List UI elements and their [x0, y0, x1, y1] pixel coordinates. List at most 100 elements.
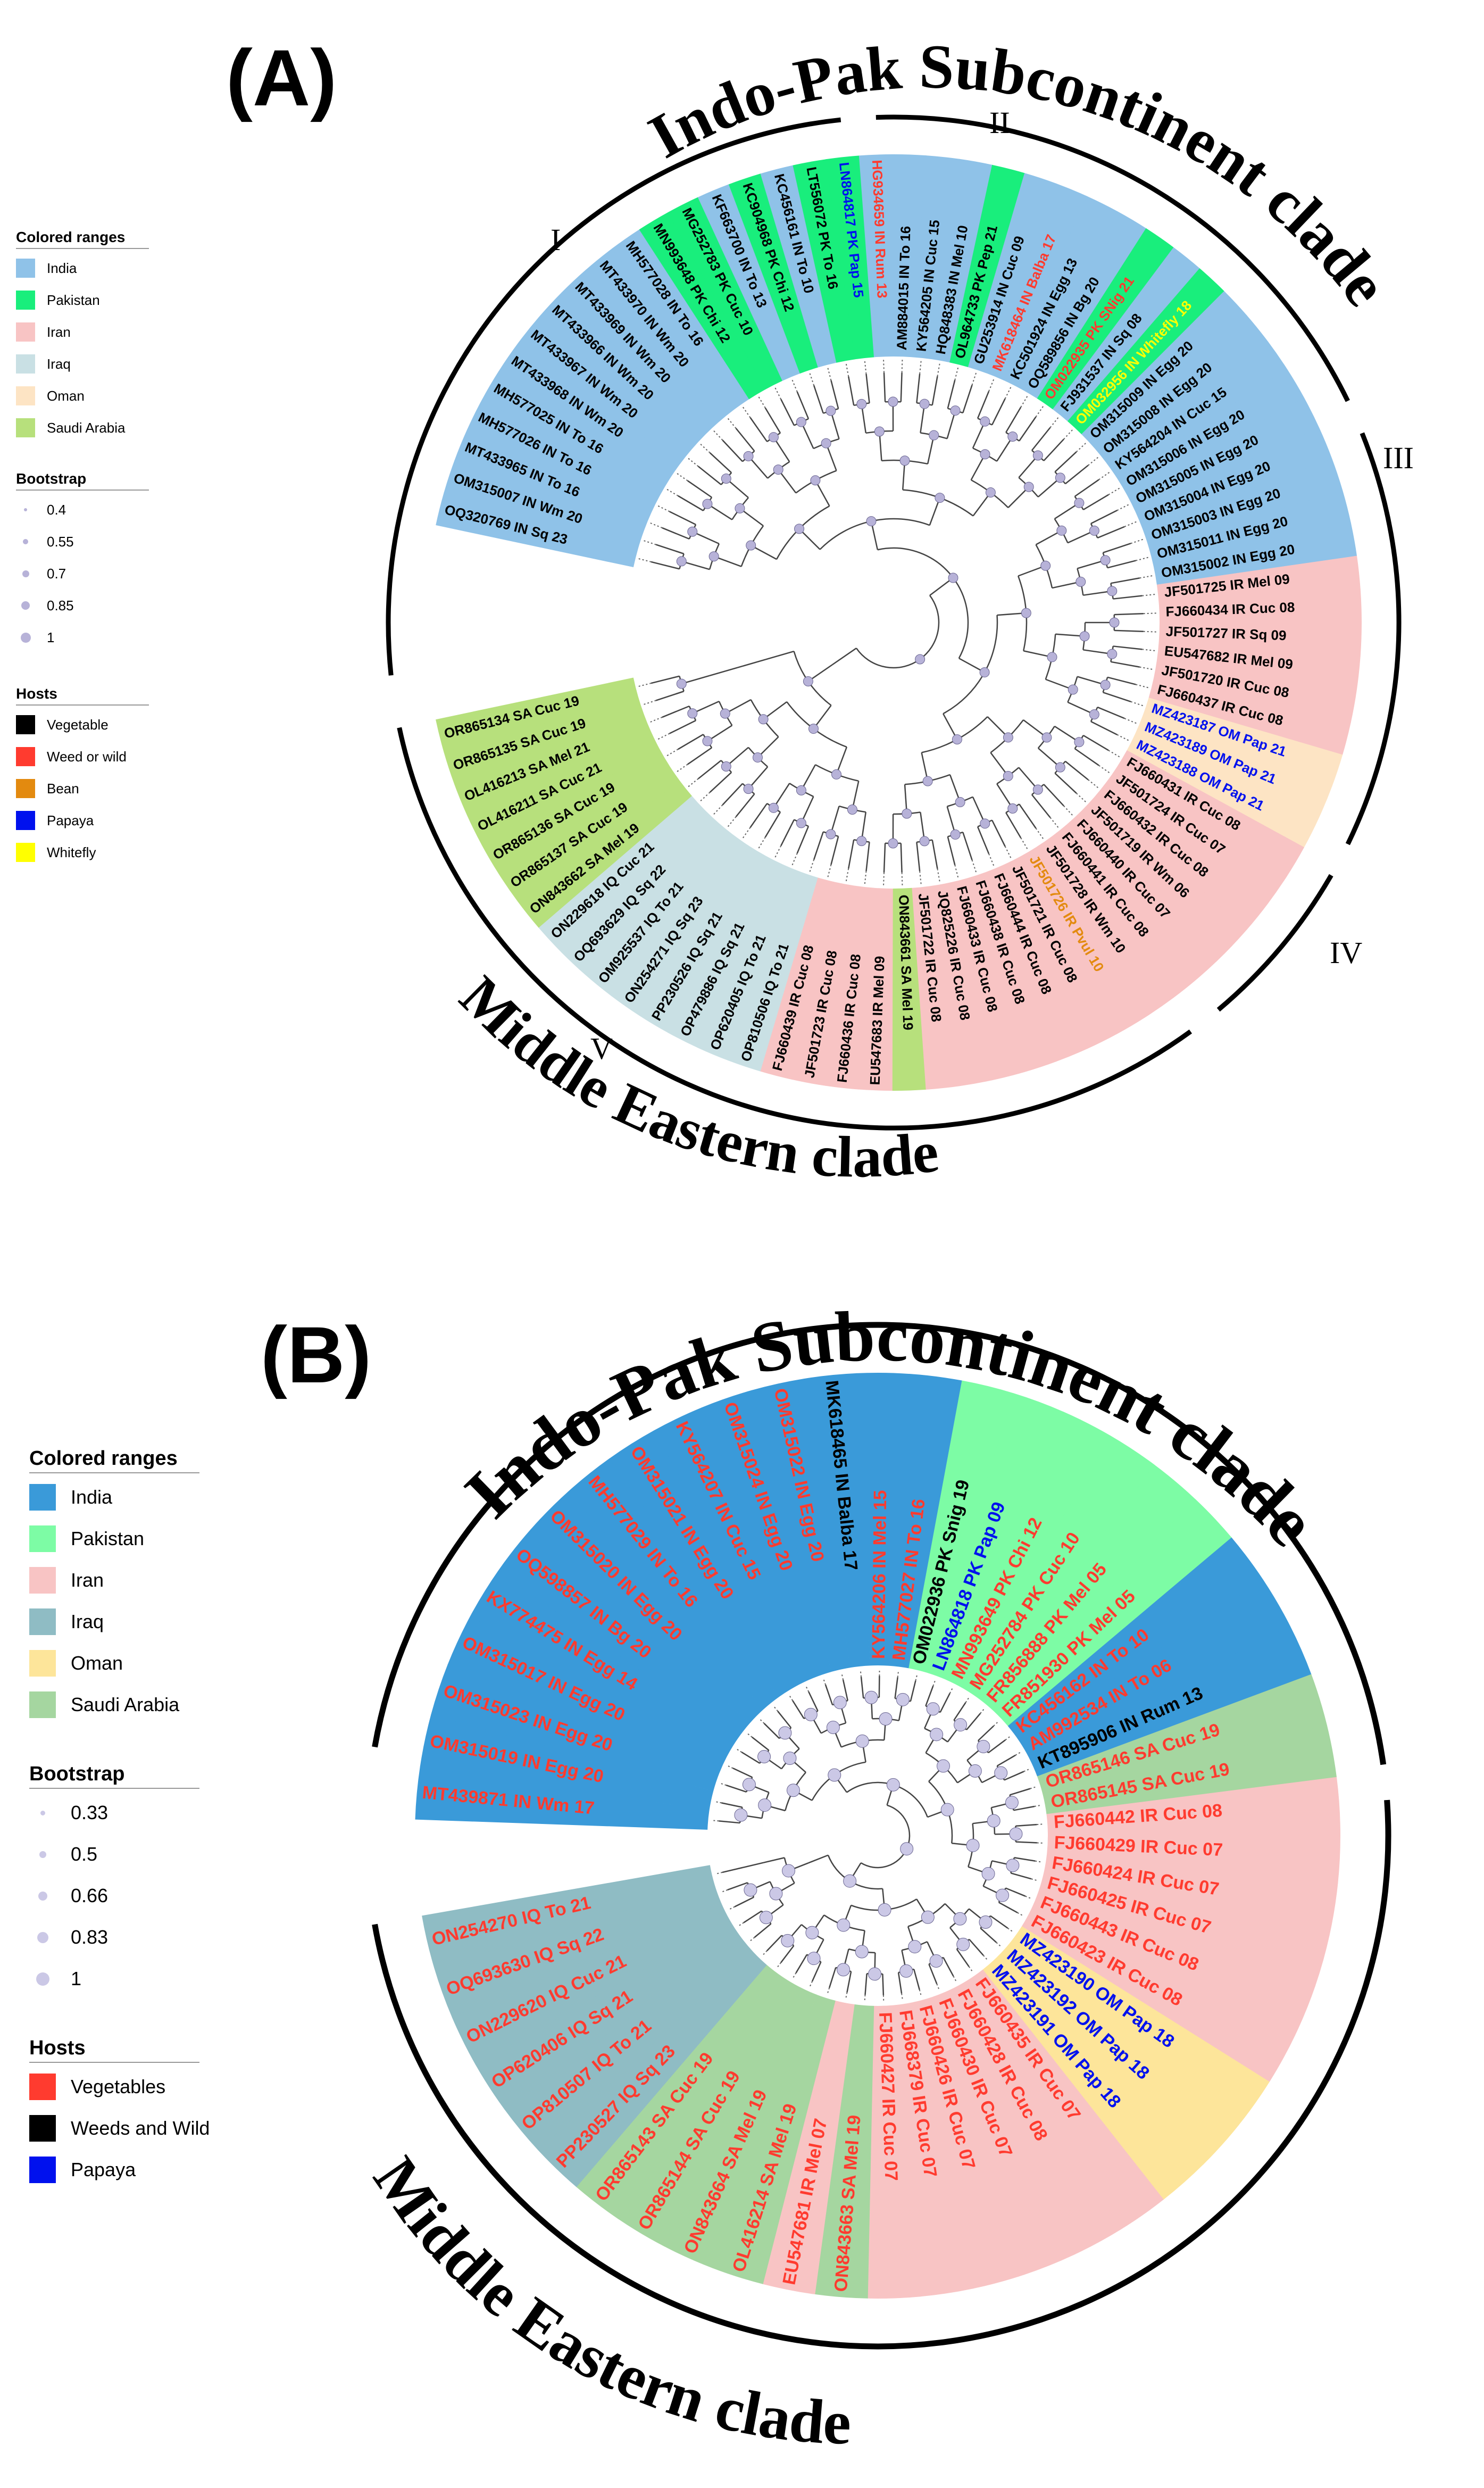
tree-branch [991, 819, 1006, 847]
legend-label: 0.7 [47, 565, 66, 582]
bootstrap-node-dot [1068, 684, 1078, 695]
legend-b-range-item: Pakistan [29, 1518, 210, 1560]
bootstrap-node-dot [888, 838, 898, 849]
leaf-guide-line [915, 1673, 918, 1681]
bootstrap-node-dot [1005, 1796, 1019, 1810]
tree-branch [743, 1862, 764, 1868]
colored-range-sector [1052, 824, 1200, 998]
leaf-guide-line [988, 379, 995, 392]
bootstrap-node-dot [1100, 555, 1111, 566]
bootstrap-node-dot [821, 438, 831, 449]
bootstrap-node-dot [794, 524, 805, 534]
colored-range-sector [912, 1997, 1024, 2289]
colored-range-sector [1020, 847, 1146, 1034]
colored-range-sector [712, 1994, 836, 2284]
colored-range-sector [697, 184, 801, 381]
tree-branch [1065, 760, 1089, 781]
leaf-guide-line [776, 1962, 781, 1969]
tree-branch [1054, 451, 1077, 472]
leaf-guide-line [772, 1705, 778, 1712]
colored-range-sector [908, 1380, 1014, 1673]
colored-range-sector [433, 1884, 721, 2018]
colored-range-sector [1038, 1872, 1330, 1987]
colored-range-sector [475, 1920, 740, 2110]
panel-b-label: (B) [261, 1310, 372, 1399]
tree-branch [662, 527, 690, 540]
panel-a-label: (A) [226, 33, 337, 122]
legend-label: Iraq [71, 1611, 104, 1632]
leaf-guide-line [774, 387, 782, 400]
clade-boundary-arc [1216, 874, 1333, 1012]
bootstrap-node-dot [769, 1887, 783, 1901]
tree-a-bootstrap-dots [676, 396, 1120, 849]
leaf-guide-line [1025, 1895, 1032, 1900]
leaf-guide-line [666, 488, 679, 496]
tree-branch-arc [860, 1804, 911, 1869]
colored-range-sector [728, 871, 818, 1072]
colored-range-sector [912, 155, 960, 359]
leaf-guide-line [827, 368, 832, 381]
colored-range-sector [639, 845, 765, 1033]
bootstrap-node-dot [900, 1842, 914, 1856]
bootstrap-node-dot [888, 396, 898, 407]
colored-range-sector [760, 877, 837, 1080]
legend-b-bootstrap-item: 0.5 [29, 1834, 210, 1875]
legend-a-bootstrap-title: Bootstrap [16, 470, 149, 491]
bootstrap-node-dot [828, 1768, 841, 1782]
leaf-guide-line [1017, 1912, 1024, 1917]
leaf-guide-line [1130, 538, 1143, 544]
bootstrap-node-dot [968, 1764, 982, 1778]
bootstrap-node-dot [742, 1778, 756, 1792]
colored-range-sector [611, 834, 749, 1016]
tree-branch [732, 1768, 753, 1778]
leaf-guide-line [711, 1820, 719, 1822]
bootstrap-node-dot [831, 769, 842, 779]
legend-label: 1 [71, 1968, 82, 1989]
tree-branch [1019, 803, 1037, 829]
colored-range-sector [931, 159, 993, 363]
bootstrap-dot-icon [22, 570, 29, 577]
legend-a-host-item: Whitefly [16, 836, 149, 868]
colored-range-sector [497, 1529, 751, 1739]
bootstrap-node-dot [966, 1838, 980, 1852]
legend-b-range-item: Iran [29, 1560, 210, 1601]
legend-label: Iran [47, 324, 71, 340]
colored-range-sector [912, 886, 960, 1090]
bootstrap-node-dot [1055, 762, 1065, 773]
bootstrap-node-dot [899, 455, 910, 466]
colored-range-sector [618, 1977, 799, 2246]
leaf-guide-line [638, 683, 652, 687]
legend-a-range-item: Oman [16, 380, 149, 412]
colored-range-sector [1153, 523, 1357, 585]
leaf-guide-line [1020, 396, 1028, 408]
bootstrap-node-dot [954, 1718, 968, 1732]
bootstrap-node-dot [1032, 450, 1043, 461]
tree-branch [765, 650, 794, 660]
leaf-guide-line [827, 864, 832, 877]
leaf-guide-line [1007, 1927, 1014, 1933]
legend-swatch [29, 1608, 56, 1635]
clade-roman-iv: IV [1330, 935, 1362, 970]
tree-branch [722, 439, 743, 462]
colored-range-sector [612, 229, 749, 410]
colored-range-sector [858, 888, 893, 1091]
bootstrap-node-dot [987, 1814, 1001, 1828]
bootstrap-node-dot [922, 776, 933, 786]
leaf-guide-line [1031, 1878, 1039, 1881]
tree-branch [669, 720, 696, 734]
tree-branch [939, 1693, 951, 1713]
colored-range-sector [663, 1986, 817, 2268]
bootstrap-node-dot [955, 797, 965, 808]
legend-a-host-item: Bean [16, 773, 149, 805]
leaf-guide-line [713, 805, 723, 815]
colored-range-sector [1043, 1724, 1337, 1814]
colored-range-sector [752, 1379, 851, 1672]
tree-branch [687, 480, 712, 498]
bootstrap-dot-icon [40, 1810, 45, 1815]
colored-range-sector [444, 460, 644, 549]
bootstrap-node-dot [1007, 803, 1018, 814]
legend-label: Saudi Arabia [47, 419, 126, 436]
tree-branch [749, 803, 768, 828]
bootstrap-node-dot [950, 829, 961, 840]
